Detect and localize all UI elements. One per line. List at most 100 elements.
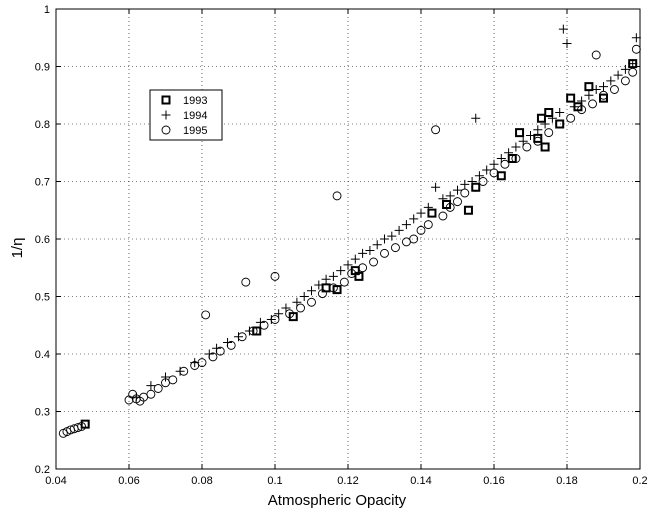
point-1993 bbox=[533, 133, 543, 143]
series-1993 bbox=[80, 59, 638, 429]
point-1994 bbox=[234, 332, 243, 342]
point-1995 bbox=[566, 113, 576, 123]
point-1993 bbox=[442, 200, 452, 209]
point-1995 bbox=[391, 243, 400, 253]
point-1993 bbox=[573, 102, 583, 112]
point-1994 bbox=[299, 292, 309, 301]
point-1994 bbox=[599, 82, 608, 92]
point-1994 bbox=[606, 76, 616, 86]
point-1993 bbox=[628, 59, 638, 69]
point-1995 bbox=[631, 44, 641, 54]
point-1993 bbox=[80, 419, 90, 429]
point-1995 bbox=[146, 389, 156, 399]
point-1994 bbox=[518, 136, 528, 146]
point-1994 bbox=[204, 349, 214, 359]
y-axis-ticks: 0.2 0.3 0.4 0.5 0.6 0.7 0.8 0.9 1 bbox=[35, 4, 640, 476]
point-1993 bbox=[252, 326, 262, 336]
point-1994 bbox=[274, 309, 284, 319]
point-1993 bbox=[496, 171, 506, 181]
point-1993 bbox=[566, 93, 576, 103]
point-1994 bbox=[471, 113, 481, 123]
point-1993 bbox=[332, 285, 342, 295]
point-1994 bbox=[584, 90, 594, 100]
point-1995 bbox=[588, 99, 597, 109]
y-axis-label: 1/η bbox=[9, 238, 26, 259]
y-tick-label: 1 bbox=[44, 4, 50, 16]
point-1995 bbox=[591, 50, 601, 60]
point-1995 bbox=[168, 375, 178, 385]
legend-marker-1994 bbox=[161, 110, 171, 120]
point-1995 bbox=[153, 384, 163, 393]
point-1994 bbox=[365, 246, 375, 255]
series-1995 bbox=[58, 44, 641, 438]
point-1994 bbox=[223, 338, 233, 347]
point-1993 bbox=[555, 119, 565, 129]
y-tick-label: 0.6 bbox=[35, 234, 50, 246]
point-1994 bbox=[350, 254, 360, 264]
point-1994 bbox=[336, 266, 346, 276]
point-1995 bbox=[478, 177, 488, 186]
point-1994 bbox=[620, 64, 630, 74]
point-1994 bbox=[474, 171, 484, 181]
point-1994 bbox=[131, 392, 141, 402]
point-1993 bbox=[540, 142, 550, 152]
point-1994 bbox=[266, 315, 276, 324]
y-tick-label: 0.4 bbox=[35, 349, 50, 361]
point-1994 bbox=[482, 165, 492, 175]
point-1994 bbox=[558, 24, 568, 34]
point-1995 bbox=[544, 128, 554, 138]
point-1995 bbox=[201, 310, 211, 320]
point-1993 bbox=[544, 108, 554, 117]
point-1995 bbox=[416, 225, 426, 235]
point-1994 bbox=[401, 220, 411, 230]
x-tick-label: 0.06 bbox=[118, 475, 139, 487]
point-1993 bbox=[515, 128, 525, 138]
point-1994 bbox=[190, 358, 200, 368]
y-tick-label: 0.7 bbox=[35, 177, 50, 189]
legend-marker-1993 bbox=[161, 95, 171, 105]
point-1994 bbox=[394, 225, 404, 235]
point-1993 bbox=[584, 82, 594, 92]
point-1994 bbox=[372, 240, 382, 250]
point-1994 bbox=[255, 317, 265, 327]
legend-label-1995: 1995 bbox=[183, 125, 207, 137]
point-1994 bbox=[343, 260, 353, 270]
point-1995 bbox=[307, 297, 316, 307]
point-1995 bbox=[500, 159, 510, 169]
legend-label-1993: 1993 bbox=[183, 95, 207, 107]
point-1995 bbox=[241, 277, 251, 287]
point-1994 bbox=[489, 159, 499, 169]
point-1995 bbox=[296, 303, 305, 313]
y-tick-label: 0.3 bbox=[35, 407, 50, 419]
point-1994 bbox=[161, 372, 170, 382]
point-1994 bbox=[175, 366, 185, 376]
point-1994 bbox=[321, 274, 331, 284]
point-1995 bbox=[628, 67, 638, 77]
point-1993 bbox=[354, 271, 364, 281]
y-tick-label: 0.8 bbox=[35, 119, 50, 131]
point-1994 bbox=[562, 39, 572, 48]
x-axis-label: Atmospheric Opacity bbox=[268, 492, 407, 509]
x-tick-label: 0.1 bbox=[267, 475, 282, 487]
point-1993 bbox=[427, 208, 437, 218]
point-1994 bbox=[533, 125, 543, 135]
point-1993 bbox=[321, 283, 331, 293]
point-1995 bbox=[431, 125, 441, 135]
point-1993 bbox=[288, 312, 298, 322]
point-1995 bbox=[522, 142, 532, 152]
point-1995 bbox=[423, 220, 433, 230]
x-tick-label: 0.16 bbox=[483, 475, 504, 487]
point-1994 bbox=[358, 248, 368, 258]
point-1994 bbox=[496, 154, 506, 163]
legend-marker-1995 bbox=[161, 125, 171, 135]
point-1995 bbox=[438, 211, 448, 221]
point-1994 bbox=[387, 231, 397, 241]
y-tick-label: 0.2 bbox=[35, 464, 50, 476]
point-1993 bbox=[599, 93, 608, 103]
grid-lines bbox=[56, 9, 640, 469]
point-1995 bbox=[380, 248, 389, 258]
y-tick-label: 0.5 bbox=[35, 292, 50, 304]
point-1994 bbox=[416, 208, 426, 218]
point-1995 bbox=[339, 277, 349, 287]
